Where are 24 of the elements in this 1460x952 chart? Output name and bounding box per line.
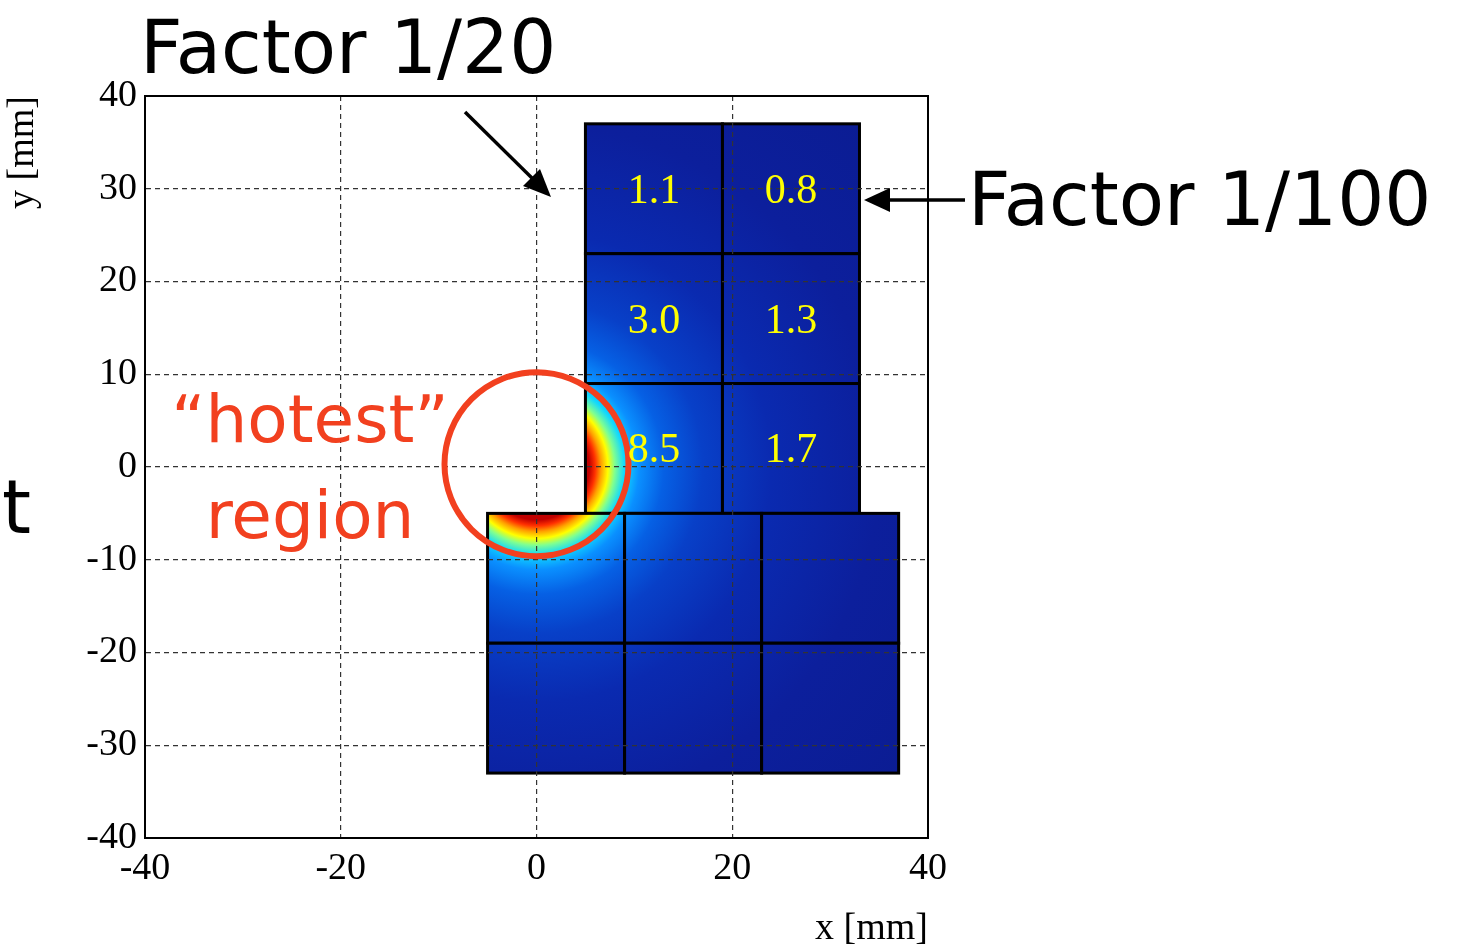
x-axis-title: x [mm] xyxy=(815,905,928,948)
annotation: 8.5 xyxy=(627,425,681,472)
y-tick-label: 20 xyxy=(99,257,137,300)
annotation: 0.8 xyxy=(764,165,818,212)
y-tick-label: -30 xyxy=(86,721,137,764)
x-tick-label: 0 xyxy=(527,844,546,887)
annotation: 3.0 xyxy=(627,295,681,342)
annotation: 1.3 xyxy=(764,295,818,342)
y-tick-label: 10 xyxy=(99,350,137,393)
y-tick-label: -10 xyxy=(86,535,137,578)
y-tick-label: -20 xyxy=(86,628,137,671)
y-tick-label: 30 xyxy=(99,164,137,207)
annotation: 1.7 xyxy=(764,425,818,472)
y-axis-title: y [mm] xyxy=(0,96,41,209)
y-tick-label: 0 xyxy=(118,442,137,485)
annotation: 1.1 xyxy=(627,165,681,212)
y-tick-label: 40 xyxy=(99,71,137,114)
x-tick-label: 20 xyxy=(713,844,752,887)
text: t xyxy=(2,464,32,550)
x-tick-label: -20 xyxy=(315,844,367,887)
text: Factor 1/100 xyxy=(968,156,1432,242)
annotation: “hotest” region xyxy=(170,380,450,556)
x-tick-label: 40 xyxy=(909,844,947,887)
text: Factor 1/20 xyxy=(140,4,557,90)
